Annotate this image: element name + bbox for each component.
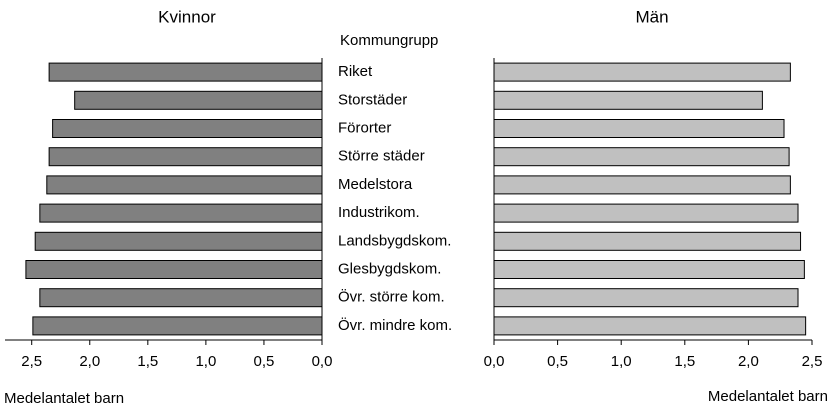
x-tick-label: 0,5: [254, 353, 275, 370]
category-label: Glesbygdskom.: [338, 260, 441, 277]
x-tick-label: 2,0: [79, 353, 100, 370]
bar: [493, 316, 807, 336]
x-tick-label: 1,5: [674, 353, 695, 370]
bar: [74, 90, 323, 110]
bar: [493, 203, 799, 223]
x-axis-title: Medelantalet barn: [708, 388, 828, 405]
category-label: Storstäder: [338, 91, 407, 108]
bar: [493, 260, 805, 279]
category-label: Förorter: [338, 119, 391, 136]
x-tick-label: 2,0: [738, 353, 759, 370]
panel-title: Män: [635, 7, 668, 26]
bar: [48, 147, 323, 167]
bar: [52, 119, 323, 138]
category-label: Industrikom.: [338, 204, 420, 221]
category-label: Övr. mindre kom.: [338, 316, 452, 334]
x-tick-label: 0,5: [547, 353, 568, 370]
bar: [32, 316, 323, 336]
bar: [493, 90, 763, 110]
x-tick-label: 1,0: [195, 353, 216, 370]
bar: [48, 62, 323, 82]
x-tick-label: 1,0: [611, 353, 632, 370]
x-axis-title: Medelantalet barn: [4, 390, 124, 407]
x-tick-label: 1,5: [137, 353, 158, 370]
bar: [493, 147, 790, 167]
x-tick-label: 0,0: [484, 353, 505, 370]
x-tick-label: 0,0: [312, 353, 333, 370]
bar: [493, 175, 791, 195]
bar: [493, 231, 802, 251]
category-label: Riket: [338, 63, 373, 80]
category-label: Medelstora: [338, 176, 413, 193]
bar: [39, 288, 323, 308]
panel-title: Kvinnor: [158, 7, 216, 26]
bar: [493, 119, 785, 138]
bar: [34, 231, 323, 251]
x-tick-label: 2,5: [21, 353, 42, 370]
category-label: Övr. större kom.: [338, 288, 445, 306]
category-label: Större städer: [338, 148, 425, 165]
y-axis-title: Kommungrupp: [340, 32, 438, 49]
x-tick-label: 2,5: [802, 353, 823, 370]
bar: [493, 288, 799, 308]
bar: [493, 62, 791, 82]
bar: [46, 175, 323, 195]
category-label: Landsbygdskom.: [338, 232, 451, 249]
bar: [25, 260, 323, 279]
bar: [39, 203, 323, 223]
